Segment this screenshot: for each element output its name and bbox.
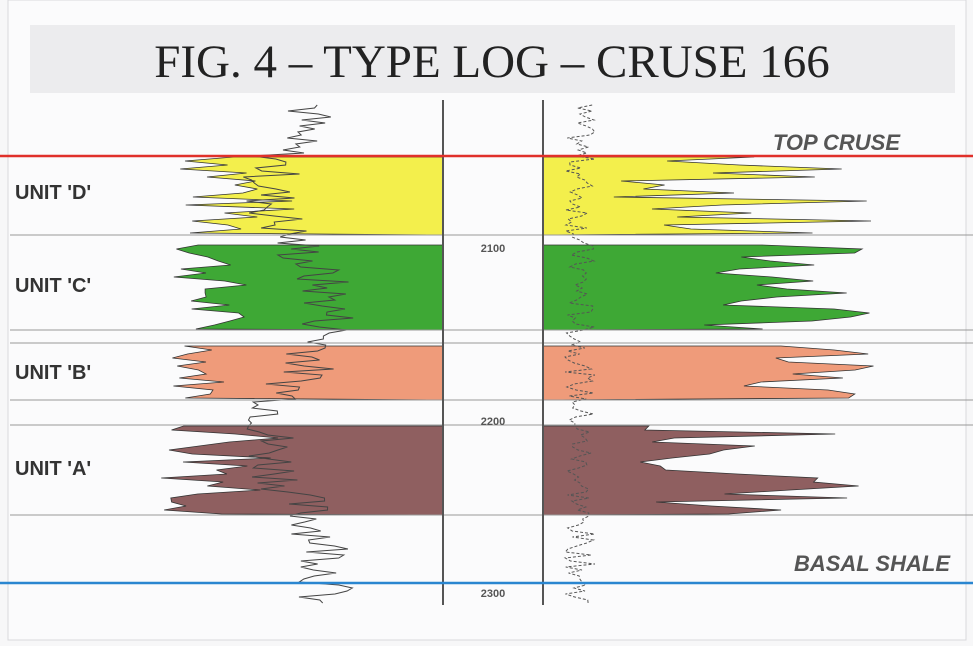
top-marker: TOP CRUSE (773, 130, 901, 155)
unit-label: UNIT 'A' (15, 458, 91, 480)
unit-fill (173, 244, 444, 331)
title: FIG. 4 – TYPE LOG – CRUSE 166 (154, 36, 829, 88)
unit-fill (542, 244, 870, 331)
unit-fill (542, 345, 874, 401)
unit-label: UNIT 'C' (15, 275, 91, 297)
depth-label: 2100 (481, 243, 505, 255)
unit-label: UNIT 'D' (15, 182, 91, 204)
depth-label: 2300 (481, 588, 505, 600)
unit-fill (542, 425, 859, 516)
base-marker: BASAL SHALE (794, 551, 951, 576)
unit-fill (180, 156, 444, 236)
unit-label: UNIT 'B' (15, 362, 91, 384)
unit-fill (161, 425, 444, 516)
unit-fill (172, 345, 444, 401)
title-box (30, 25, 955, 93)
log-shapes (161, 104, 874, 604)
unit-fill (542, 156, 872, 236)
depth-label: 2200 (481, 416, 505, 428)
log-curve (243, 104, 354, 604)
log-curve (563, 104, 596, 604)
